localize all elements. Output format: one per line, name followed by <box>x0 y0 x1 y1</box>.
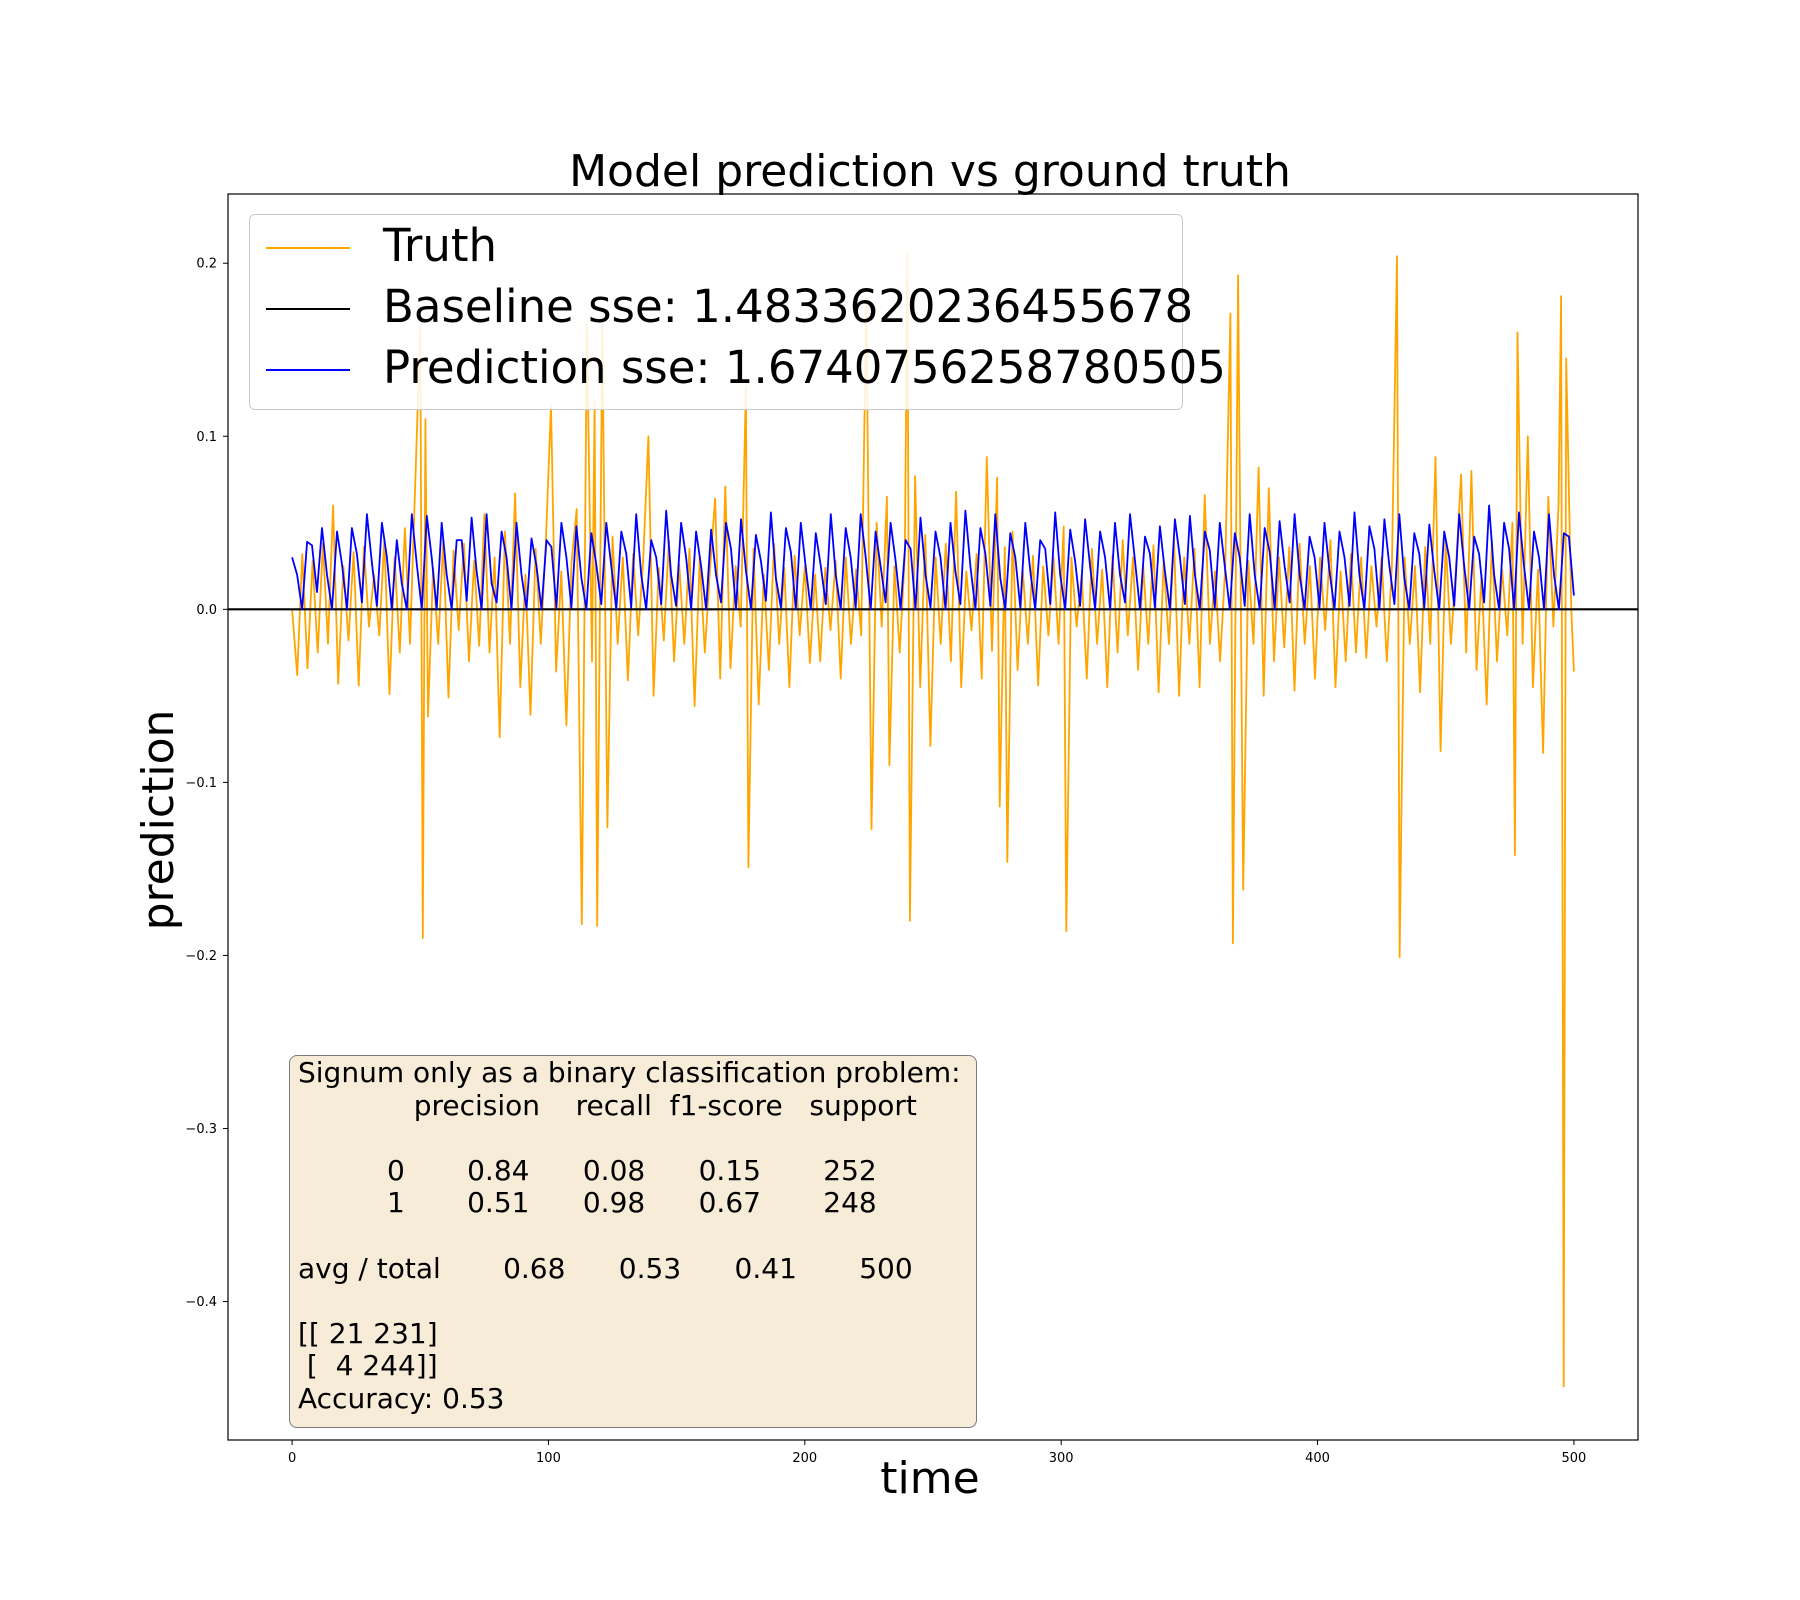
x-tick-label: 0 <box>288 1451 296 1466</box>
legend-label-truth: Truth <box>383 219 498 272</box>
chart-title: Model prediction vs ground truth <box>569 146 1291 197</box>
classification-report-box: Signum only as a binary classification p… <box>289 1055 977 1428</box>
truth-line <box>291 251 1575 1388</box>
y-tick-label: 0.1 <box>196 430 217 445</box>
legend-swatch-truth <box>266 247 350 249</box>
x-tick-label: 300 <box>1049 1451 1074 1466</box>
x-tick-label: 100 <box>536 1451 561 1466</box>
prediction-line <box>291 504 1575 611</box>
legend-entry-truth: Truth <box>250 215 1182 275</box>
x-tick-label: 500 <box>1561 1451 1586 1466</box>
legend-entry-prediction: Prediction sse: 1.6740756258780505 <box>250 337 1226 397</box>
y-tick-label: 0.2 <box>196 257 217 272</box>
legend-swatch-prediction <box>266 369 350 371</box>
y-tick-label: −0.4 <box>185 1295 217 1310</box>
legend: Truth Baseline sse: 1.4833620236455678 P… <box>249 214 1226 410</box>
legend-swatch-baseline <box>266 308 350 310</box>
classification-report-text: Signum only as a binary classification p… <box>298 1056 961 1415</box>
x-axis-label: time <box>880 1453 979 1504</box>
y-tick-label: 0.0 <box>196 603 217 618</box>
plot-frame <box>227 193 1639 1441</box>
legend-label-baseline: Baseline sse: 1.4833620236455678 <box>383 280 1194 333</box>
x-tick-label: 400 <box>1305 1451 1330 1466</box>
legend-entry-baseline: Baseline sse: 1.4833620236455678 <box>250 276 1193 336</box>
plot-area: 0 100 200 300 400 500 −0.4 −0.3 −0.2 −0.1 0.0 0.1 0.… <box>185 193 1639 1466</box>
y-tick-label: −0.1 <box>185 776 217 791</box>
y-axis-label: prediction <box>133 710 184 931</box>
x-tick-label: 200 <box>792 1451 817 1466</box>
legend-label-prediction: Prediction sse: 1.6740756258780505 <box>383 341 1226 394</box>
y-tick-label: −0.2 <box>185 949 217 964</box>
y-tick-label: −0.3 <box>185 1122 217 1137</box>
